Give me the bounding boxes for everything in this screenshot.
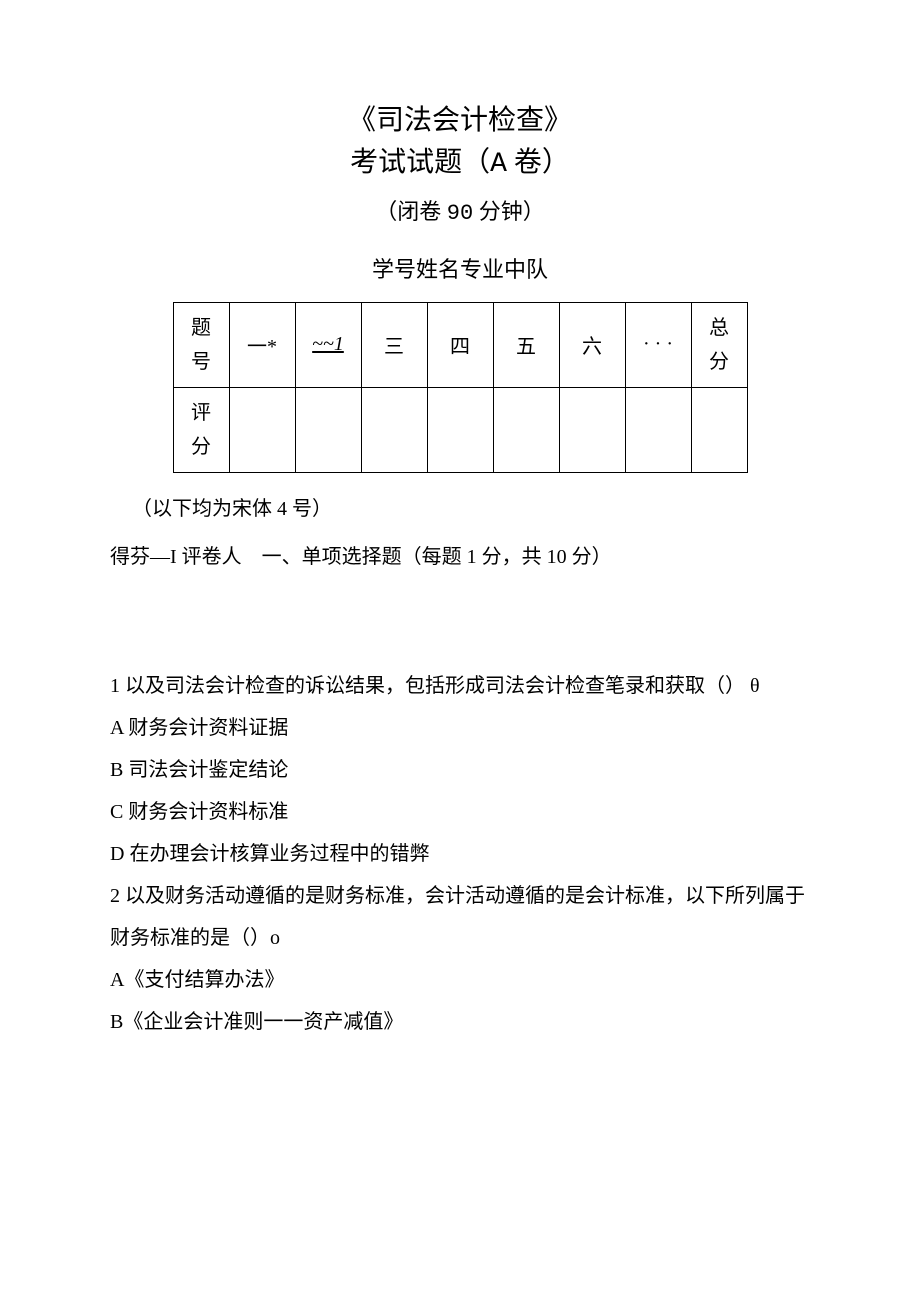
q1-stem: 1 以及司法会计检查的诉讼结果，包括形成司法会计检查笔录和获取（） θ <box>110 665 810 707</box>
row-label-score: 评分 <box>173 387 229 472</box>
col-2: ~~1 <box>295 302 361 387</box>
table-score-row: 评分 <box>173 387 747 472</box>
col-5: 五 <box>493 302 559 387</box>
col-7: · · · <box>625 302 691 387</box>
q1-option-b: B 司法会计鉴定结论 <box>110 749 810 791</box>
student-info: 学号姓名专业中队 <box>110 252 810 284</box>
score-cell <box>625 387 691 472</box>
q2-stem: 2 以及财务活动遵循的是财务标准，会计活动遵循的是会计标准，以下所列属于财务标准… <box>110 875 810 959</box>
sub-title: 考试试题（A 卷） <box>110 142 810 186</box>
col-3: 三 <box>361 302 427 387</box>
score-cell <box>295 387 361 472</box>
score-cell-total <box>691 387 747 472</box>
sub-title-prefix: 考试试题（ <box>350 147 490 178</box>
section-header: 得芬—I 评卷人 一、单项选择题（每题 1 分，共 10 分） <box>110 539 810 575</box>
duration-line: （闭卷 90 分钟） <box>110 192 810 234</box>
q1-option-c: C 财务会计资料标准 <box>110 791 810 833</box>
col-total: 总分 <box>691 302 747 387</box>
section-title: 一、单项选择题（每题 1 分，共 10 分） <box>262 546 612 568</box>
col-1: 一* <box>229 302 295 387</box>
main-title: 《司法会计检查》 <box>110 100 810 142</box>
grader-prefix: 得芬—I 评卷人 <box>110 546 242 568</box>
duration-prefix: （闭卷 <box>375 199 447 224</box>
score-cell <box>229 387 295 472</box>
row-label-question: 题号 <box>173 302 229 387</box>
score-cell <box>559 387 625 472</box>
duration-mono: 90 <box>447 201 473 226</box>
q1-option-d: D 在办理会计核算业务过程中的错弊 <box>110 833 810 875</box>
score-table: 题号 一* ~~1 三 四 五 六 · · · 总分 评分 <box>173 302 748 473</box>
title-block: 《司法会计检查》 考试试题（A 卷） （闭卷 90 分钟） <box>110 100 810 234</box>
col-6: 六 <box>559 302 625 387</box>
duration-suffix: 分钟） <box>473 199 545 224</box>
q2-option-a: A《支付结算办法》 <box>110 959 810 1001</box>
q1-option-a: A 财务会计资料证据 <box>110 707 810 749</box>
score-cell <box>361 387 427 472</box>
q2-option-b: B《企业会计准则一一资产减值》 <box>110 1001 810 1043</box>
question-body: 1 以及司法会计检查的诉讼结果，包括形成司法会计检查笔录和获取（） θ A 财务… <box>110 665 810 1043</box>
col-4: 四 <box>427 302 493 387</box>
sub-title-mono: A <box>490 149 507 180</box>
font-note: （以下均为宋体 4 号） <box>132 491 810 527</box>
score-cell <box>427 387 493 472</box>
table-header-row: 题号 一* ~~1 三 四 五 六 · · · 总分 <box>173 302 747 387</box>
sub-title-suffix: 卷） <box>507 147 570 178</box>
score-cell <box>493 387 559 472</box>
